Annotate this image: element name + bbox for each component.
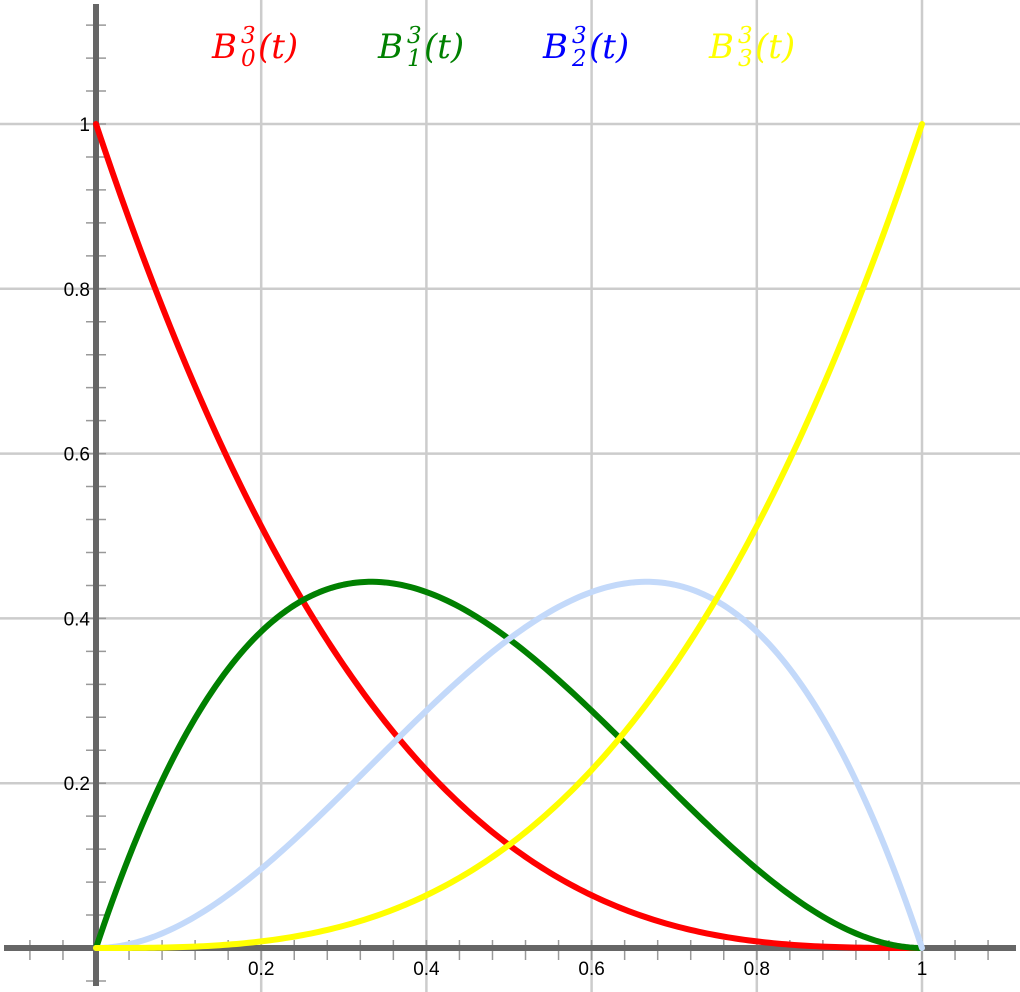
- y-tick-label: 0.4: [64, 609, 91, 630]
- legend-label-base: B: [211, 27, 237, 67]
- y-tick-label: 1: [79, 115, 90, 136]
- series-line-0: [93, 121, 925, 951]
- curves: [93, 121, 925, 951]
- x-tick-label: 0.4: [413, 959, 440, 980]
- legend-label-sup: 3: [738, 23, 753, 49]
- y-tick-label: 0.2: [64, 774, 90, 795]
- legend-entry-1: B 31 (t): [377, 23, 464, 72]
- legend: B 30 (t) B 31 (t) B 32 (t) B 33 (t): [211, 23, 795, 72]
- legend-label-sup: 3: [407, 23, 422, 49]
- x-tick-label: 0.8: [744, 959, 770, 980]
- legend-label-sub: 3: [738, 46, 753, 72]
- series-line-3: [93, 121, 925, 951]
- legend-label-arg: (t): [589, 27, 629, 67]
- legend-label-sub: 0: [241, 46, 256, 72]
- legend-entry-3: B 33 (t): [708, 23, 795, 72]
- axes: [4, 4, 1016, 986]
- legend-label-arg: (t): [424, 27, 464, 67]
- legend-label-base: B: [542, 27, 568, 67]
- series-line-2: [93, 578, 925, 951]
- legend-label-sub: 1: [407, 46, 422, 72]
- legend-label-sup: 3: [572, 23, 587, 49]
- legend-label-base: B: [708, 27, 734, 67]
- legend-label-sup: 3: [241, 23, 256, 49]
- legend-label-arg: (t): [258, 27, 298, 67]
- legend-label-arg: (t): [755, 27, 795, 67]
- y-tick-label: 0.6: [64, 445, 90, 466]
- y-tick-label: 0.8: [64, 280, 90, 301]
- tick-labels: 0.2 0.4 0.6 0.8 1 0.2 0.4 0.6 0.8 1: [64, 115, 928, 980]
- legend-label-sub: 2: [571, 46, 587, 72]
- minor-ticks: [29, 24, 989, 982]
- legend-entry-0: B 30 (t): [211, 23, 298, 72]
- x-tick-label: 0.2: [248, 959, 274, 980]
- x-tick-label: 1: [917, 959, 928, 980]
- legend-label-base: B: [377, 27, 403, 67]
- x-tick-label: 0.6: [578, 959, 604, 980]
- legend-entry-2: B 32 (t): [542, 23, 629, 72]
